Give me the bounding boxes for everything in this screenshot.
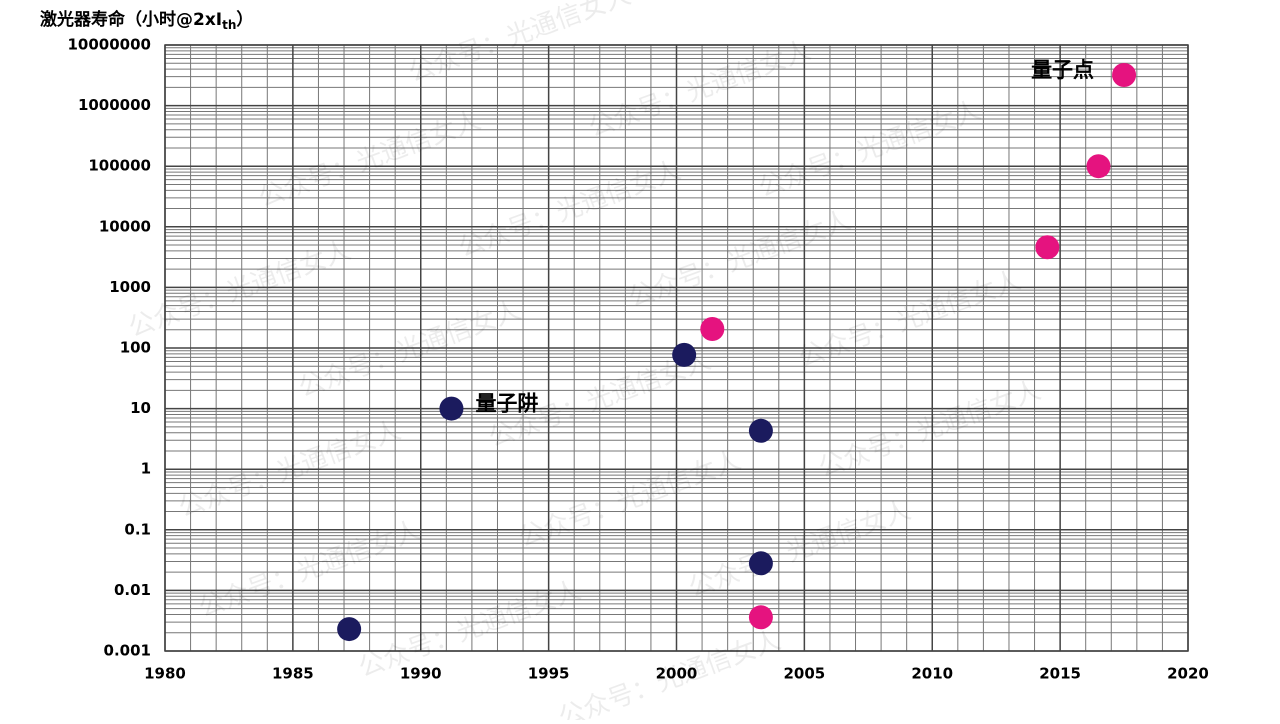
watermark: 公众号：光通信女人 [625,205,855,313]
x-tick-label: 2005 [784,665,826,683]
x-tick-label: 2020 [1167,665,1209,683]
y-tick-label: 0.1 [124,520,151,538]
title-suffix: ） [236,9,253,30]
watermark: 公众号：光通信女人 [555,625,785,720]
series-label: 量子点 [1031,58,1094,82]
point [748,551,773,576]
marks: 量子阱 量子点 [337,58,1137,642]
y-tick-label: 0.01 [114,581,151,599]
point [1112,62,1137,87]
point [748,418,773,443]
y-tick-label: 10 [130,399,151,417]
point [672,342,697,367]
x-tick-label: 1995 [528,665,570,683]
x-tick-label: 2000 [656,665,698,683]
x-tick-label: 2015 [1039,665,1081,683]
watermark: 公众号：光通信女人 [585,35,815,143]
watermark: 公众号：光通信女人 [815,375,1045,483]
point [700,316,725,341]
y-tick-label: 1000 [109,278,151,296]
y-tick-label: 0.001 [104,642,151,660]
y-tick-label: 100000 [88,157,151,175]
x-tick-label: 1985 [272,665,314,683]
title-text: 激光器寿命（小时@2xI [40,9,222,30]
y-tick-label: 1 [141,460,151,478]
y-tick-label: 100 [120,339,151,357]
point [1086,154,1111,179]
x-tick-label: 2010 [911,665,953,683]
point [1035,235,1060,260]
x-tick-label: 1980 [144,665,186,683]
point [748,605,773,630]
x-tick-label: 1990 [400,665,442,683]
watermark: 公众号：光通信女人 [195,515,425,623]
y-tick-label: 10000000 [68,36,152,54]
point [337,617,362,642]
series-label: 量子阱 [475,392,538,416]
plot-frame [164,44,1189,652]
point [439,396,464,421]
watermark: 公众号：光通信女人 [125,235,355,343]
y-tick-label: 10000 [99,217,151,235]
grid: 0.001 0.01 0.1 1 10 100 1000 10000 100000 1000000… [68,36,1209,683]
title-subscript: th [222,18,236,32]
chart-title: 激光器寿命（小时@2xIth） [40,9,253,32]
y-tick-label: 1000000 [78,96,151,114]
